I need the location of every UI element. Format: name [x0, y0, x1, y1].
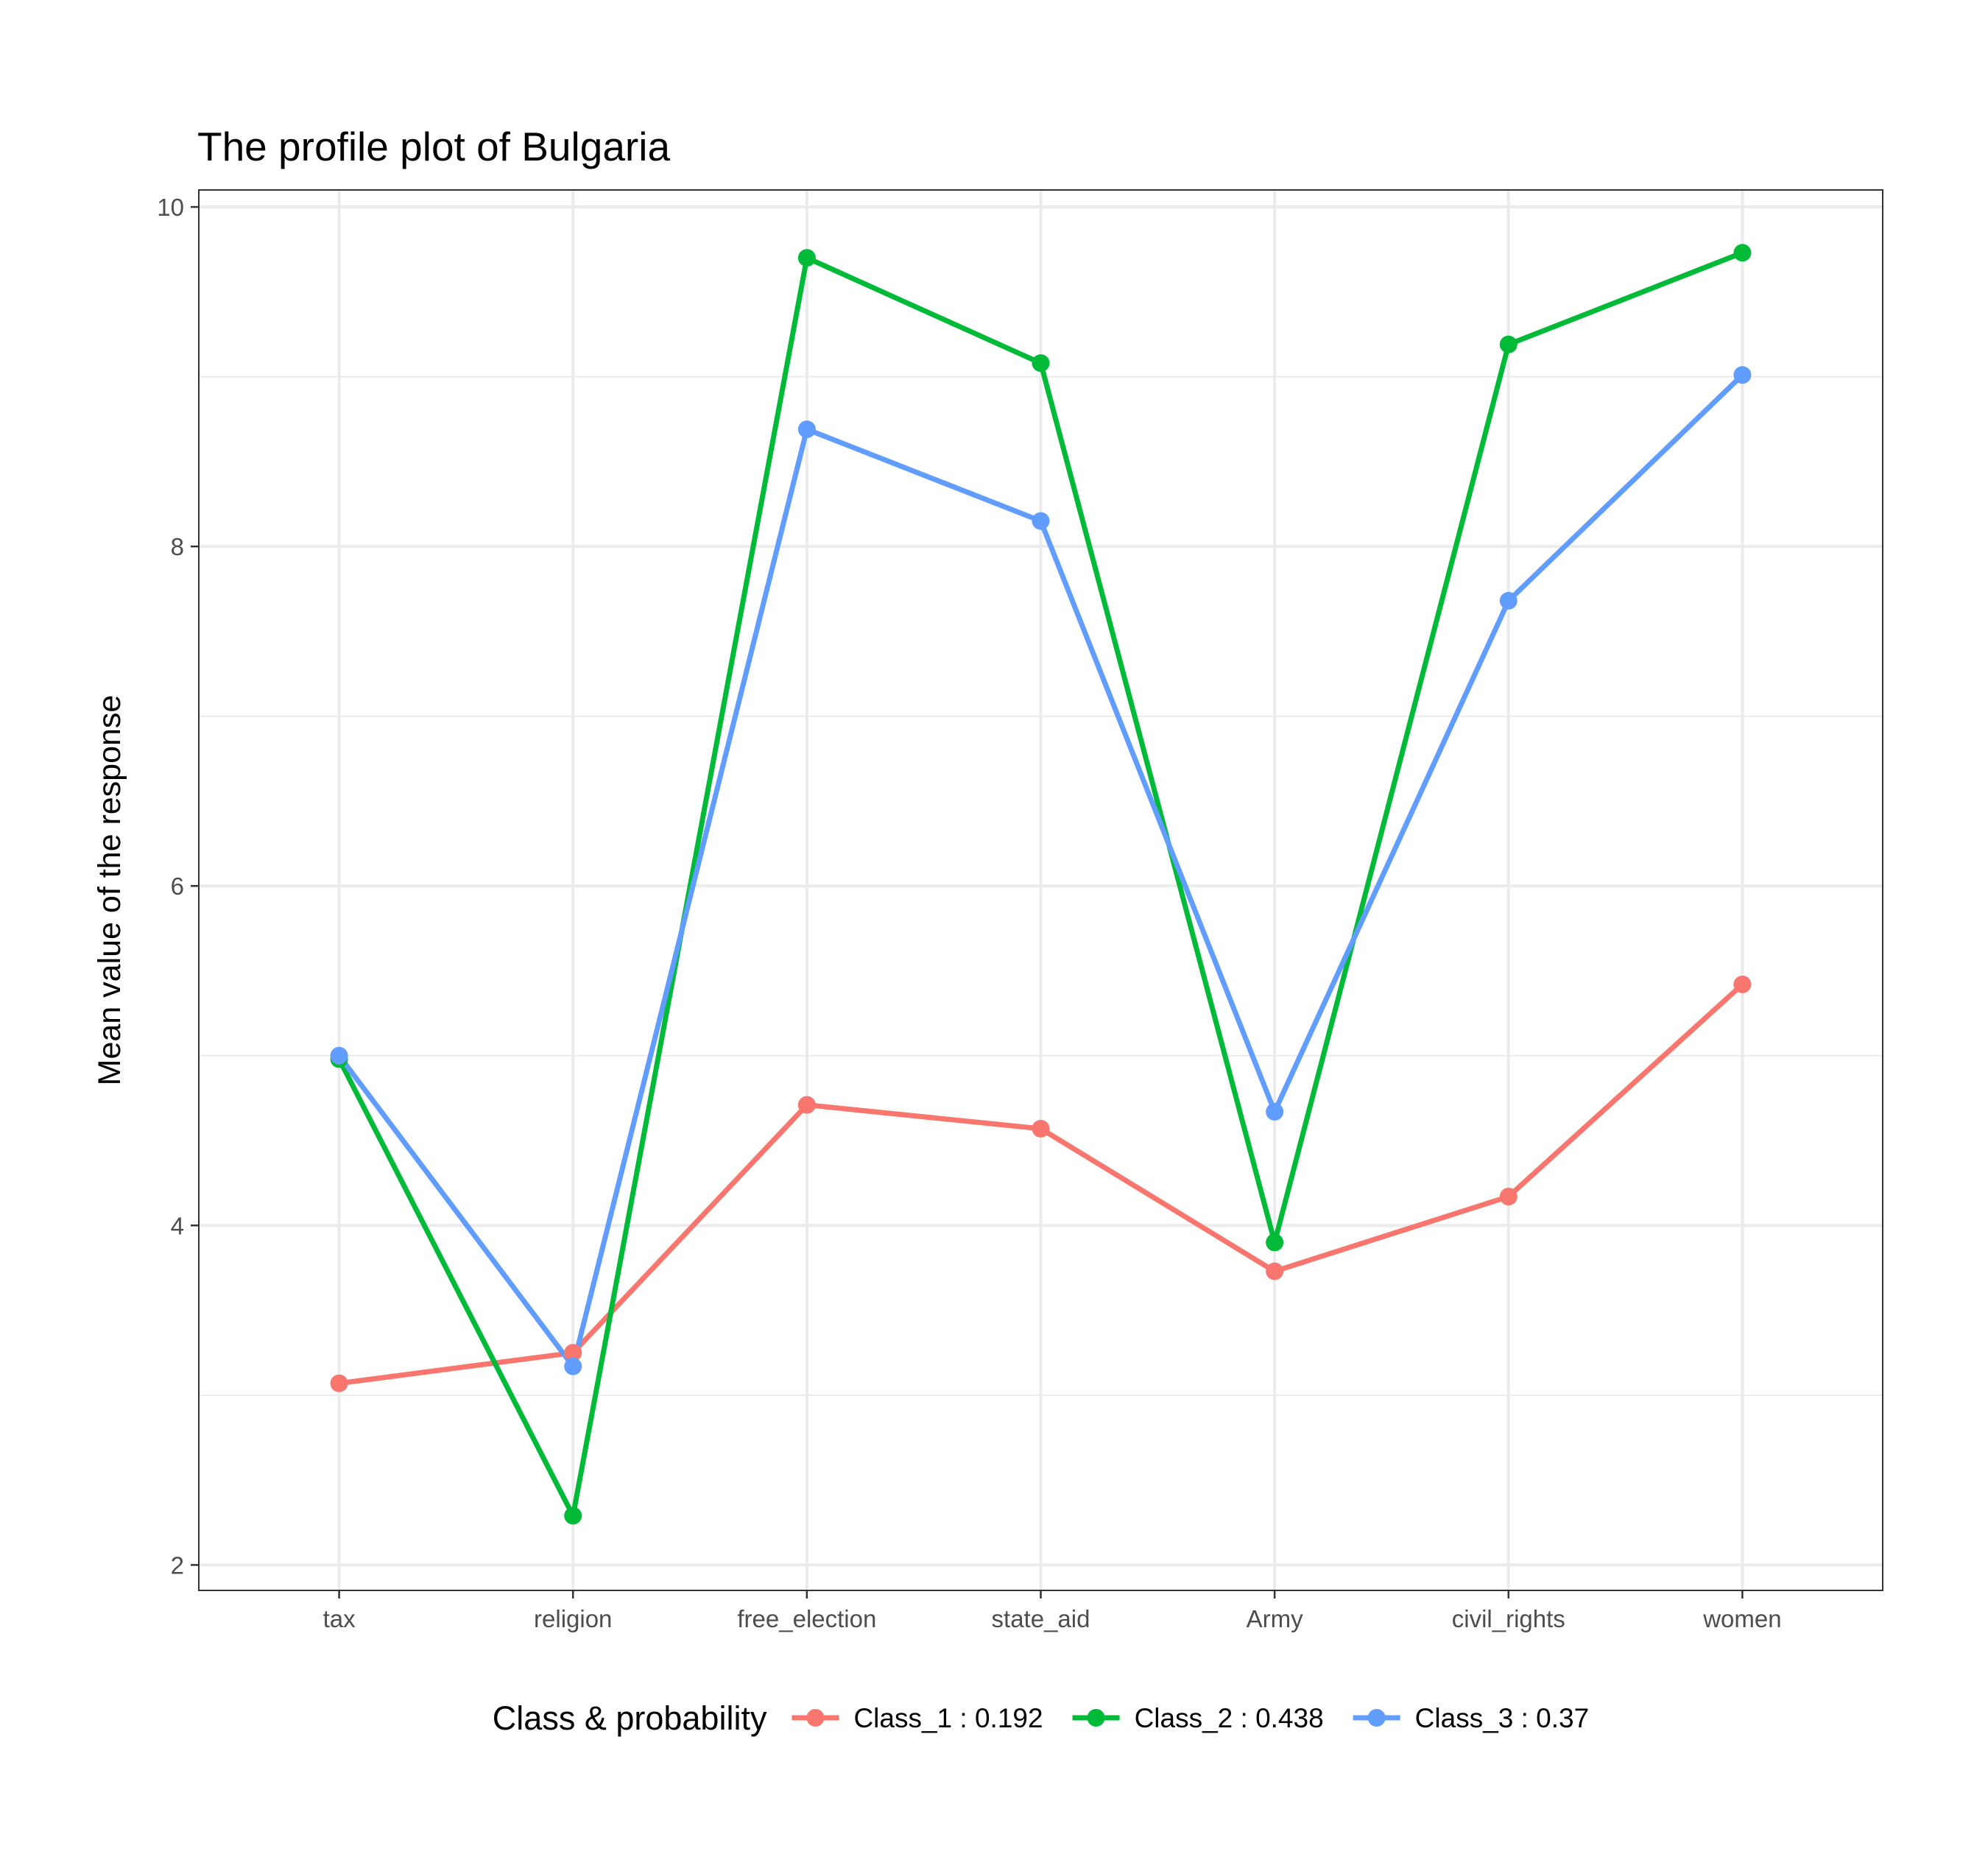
- legend-key-point-class-2: [1087, 1709, 1105, 1727]
- data-point-class-3: [564, 1357, 582, 1375]
- x-tick-label: tax: [323, 1605, 356, 1632]
- data-point-class-2: [1733, 244, 1752, 262]
- data-point-class-1: [330, 1374, 348, 1392]
- legend-label-class-2: Class_2 : 0.438: [1135, 1703, 1324, 1733]
- data-point-class-1: [1499, 1188, 1518, 1206]
- legend-label-class-1: Class_1 : 0.192: [853, 1703, 1043, 1733]
- x-tick-label: free_election: [737, 1605, 876, 1632]
- data-point-class-3: [1733, 366, 1752, 384]
- y-tick-label: 8: [171, 533, 184, 560]
- y-tick-label: 4: [171, 1212, 184, 1239]
- data-point-class-3: [1266, 1102, 1284, 1121]
- x-tick-label: state_aid: [992, 1605, 1090, 1632]
- x-tick-label: women: [1702, 1605, 1781, 1632]
- legend-key-point-class-3: [1367, 1709, 1386, 1727]
- chart-title: The profile plot of Bulgaria: [197, 124, 670, 169]
- x-tick-label: Army: [1247, 1605, 1303, 1632]
- legend-title: Class & probability: [493, 1699, 767, 1737]
- data-point-class-1: [564, 1344, 582, 1362]
- y-tick-label: 6: [171, 873, 184, 900]
- legend-label-class-3: Class_3 : 0.37: [1415, 1703, 1590, 1733]
- y-tick-label: 10: [157, 194, 184, 221]
- data-point-class-3: [797, 420, 816, 439]
- data-point-class-3: [1499, 591, 1518, 610]
- data-point-class-1: [1032, 1119, 1050, 1138]
- y-axis-title: Mean value of the response: [92, 695, 127, 1086]
- data-point-class-1: [1266, 1262, 1284, 1280]
- x-tick-label: religion: [534, 1605, 612, 1632]
- grid-lines: [199, 190, 1883, 1590]
- axes: 2 4 6 8 10 tax religion free_election state_aid A…: [157, 194, 1781, 1632]
- data-point-class-3: [330, 1046, 348, 1065]
- x-tick-label: civil_rights: [1452, 1605, 1565, 1632]
- data-point-class-2: [797, 249, 816, 267]
- legend-key-point-class-1: [806, 1709, 825, 1727]
- data-point-class-2: [1266, 1233, 1284, 1252]
- data-point-class-2: [1499, 335, 1518, 353]
- series-layer: [330, 244, 1752, 1525]
- data-point-class-1: [797, 1096, 816, 1114]
- legend: Class & probability Class_1 : 0.192 Class…: [493, 1699, 1589, 1737]
- y-tick-label: 2: [171, 1551, 184, 1579]
- data-point-class-3: [1032, 512, 1050, 530]
- data-point-class-1: [1733, 975, 1752, 993]
- data-point-class-2: [1032, 354, 1050, 373]
- data-point-class-2: [564, 1506, 582, 1525]
